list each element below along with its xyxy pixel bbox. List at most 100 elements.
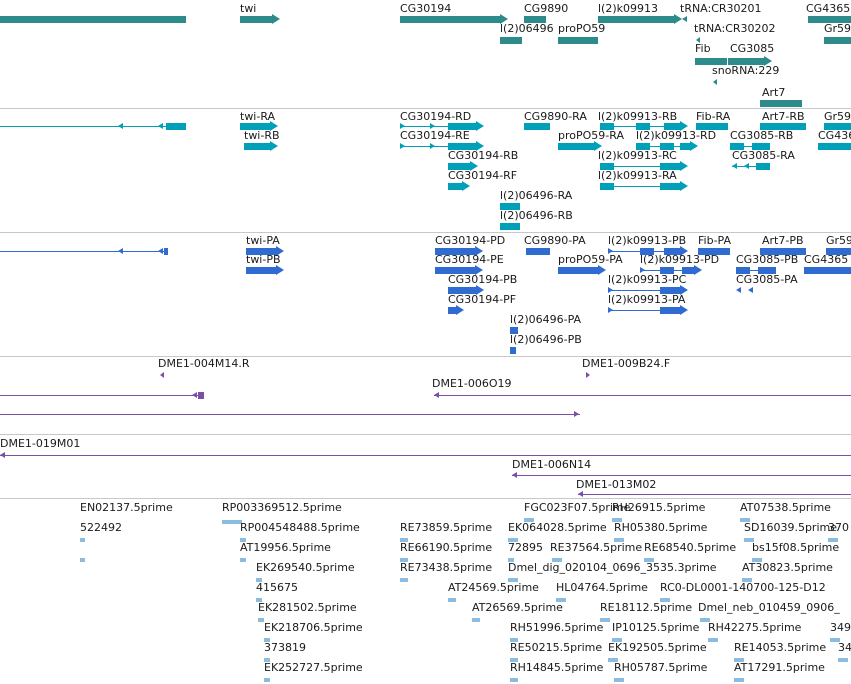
feature-block[interactable] xyxy=(240,123,270,130)
feature-label[interactable]: RE73859.5prime xyxy=(400,521,493,534)
feature-label[interactable]: CG30194-RE xyxy=(400,129,470,142)
feature-label[interactable]: Fib-PA xyxy=(698,234,731,247)
feature-block[interactable] xyxy=(435,267,475,274)
strand-left-arrow-icon[interactable] xyxy=(713,79,717,85)
feature-label[interactable]: RE68540.5prime xyxy=(644,541,737,554)
feature-label[interactable]: 72895 xyxy=(508,541,543,554)
feature-label[interactable]: Gr59 xyxy=(824,110,851,123)
strand-left-arrow-icon[interactable] xyxy=(578,491,583,497)
strand-right-arrow-icon[interactable] xyxy=(400,143,405,149)
feature-label[interactable]: HL04764.5prime xyxy=(556,581,648,594)
feature-block[interactable] xyxy=(600,163,614,170)
feature-block[interactable] xyxy=(660,163,680,170)
feature-label[interactable]: Art7 xyxy=(762,86,786,99)
feature-connector[interactable] xyxy=(0,455,851,456)
feature-block[interactable] xyxy=(448,143,476,150)
feature-block[interactable] xyxy=(448,163,470,170)
feature-block[interactable] xyxy=(246,248,276,255)
feature-block[interactable] xyxy=(264,638,270,642)
strand-left-arrow-icon[interactable] xyxy=(732,163,737,169)
feature-block[interactable] xyxy=(166,123,186,130)
feature-block[interactable] xyxy=(526,248,550,255)
feature-block[interactable] xyxy=(500,203,520,210)
feature-block[interactable] xyxy=(552,558,562,562)
strand-right-arrow-icon[interactable] xyxy=(574,411,579,417)
strand-right-arrow-icon[interactable] xyxy=(270,121,278,131)
feature-block[interactable] xyxy=(698,248,730,255)
feature-label[interactable]: CG4365 xyxy=(804,253,849,266)
feature-label[interactable]: tRNA:CR30201 xyxy=(680,2,762,15)
strand-left-arrow-icon[interactable] xyxy=(160,372,164,378)
feature-block[interactable] xyxy=(448,307,456,314)
feature-label[interactable]: twi-RA xyxy=(240,110,276,123)
feature-label[interactable]: l(2)k09913-PD xyxy=(640,253,720,266)
feature-block[interactable] xyxy=(804,267,851,274)
feature-label[interactable]: DME1-019M01 xyxy=(0,437,81,450)
strand-right-arrow-icon[interactable] xyxy=(764,56,772,66)
strand-left-arrow-icon[interactable] xyxy=(744,163,749,169)
feature-label[interactable]: l(2)06496-PB xyxy=(510,333,582,346)
feature-label[interactable]: l(2)06496-RB xyxy=(500,209,573,222)
feature-connector[interactable] xyxy=(0,395,200,396)
strand-right-arrow-icon[interactable] xyxy=(276,265,284,275)
feature-block[interactable] xyxy=(826,248,851,255)
feature-label[interactable]: l(2)k09913-PA xyxy=(608,293,686,306)
feature-connector[interactable] xyxy=(732,166,770,167)
feature-block[interactable] xyxy=(758,267,776,274)
feature-label[interactable]: EK218706.5prime xyxy=(264,621,363,634)
feature-label[interactable]: CG3085-RB xyxy=(730,129,794,142)
feature-block[interactable] xyxy=(598,16,674,23)
feature-block[interactable] xyxy=(660,287,680,294)
strand-right-arrow-icon[interactable] xyxy=(470,161,478,171)
feature-label[interactable]: Art7-RB xyxy=(762,110,805,123)
feature-connector[interactable] xyxy=(400,146,480,147)
feature-label[interactable]: DME1-013M02 xyxy=(576,478,657,491)
feature-block[interactable] xyxy=(644,558,654,562)
feature-label[interactable]: CG30194-PF xyxy=(448,293,517,306)
strand-right-arrow-icon[interactable] xyxy=(680,121,688,131)
feature-label[interactable]: Dmel_dig_020104_0696_3535.3prime xyxy=(508,561,717,574)
strand-right-arrow-icon[interactable] xyxy=(694,265,702,275)
feature-block[interactable] xyxy=(258,618,264,622)
feature-block[interactable] xyxy=(448,598,456,602)
strand-right-arrow-icon[interactable] xyxy=(430,143,435,149)
feature-block[interactable] xyxy=(524,518,534,522)
feature-connector[interactable] xyxy=(400,126,480,127)
feature-connector[interactable] xyxy=(512,475,851,476)
feature-label[interactable]: EK064028.5prime xyxy=(508,521,607,534)
feature-label[interactable]: EK252727.5prime xyxy=(264,661,363,674)
feature-block[interactable] xyxy=(164,248,168,255)
feature-block[interactable] xyxy=(524,123,550,130)
feature-block[interactable] xyxy=(400,538,408,542)
strand-right-arrow-icon[interactable] xyxy=(476,141,484,151)
feature-label[interactable]: DME1-006N14 xyxy=(512,458,592,471)
feature-label[interactable]: CG30194-RF xyxy=(448,169,518,182)
feature-label[interactable]: EK269540.5prime xyxy=(256,561,355,574)
feature-block[interactable] xyxy=(198,392,204,399)
feature-label[interactable]: AT30823.5prime xyxy=(742,561,833,574)
feature-connector[interactable] xyxy=(434,395,851,396)
feature-label[interactable]: Fib-RA xyxy=(696,110,731,123)
feature-label[interactable]: CG9890-PA xyxy=(524,234,586,247)
feature-block[interactable] xyxy=(660,307,680,314)
feature-block[interactable] xyxy=(524,16,546,23)
feature-block[interactable] xyxy=(734,658,744,662)
strand-left-arrow-icon[interactable] xyxy=(158,248,163,254)
feature-label[interactable]: DME1-006O19 xyxy=(432,377,512,390)
feature-block[interactable] xyxy=(824,123,851,130)
feature-label[interactable]: DME1-004M14.R xyxy=(158,357,250,370)
feature-block[interactable] xyxy=(80,558,85,562)
feature-label[interactable]: CG3085 xyxy=(730,42,775,55)
feature-block[interactable] xyxy=(600,183,614,190)
feature-label[interactable]: AT17291.5prime xyxy=(734,661,825,674)
feature-block[interactable] xyxy=(830,638,840,642)
feature-block[interactable] xyxy=(264,678,270,682)
feature-label[interactable]: RC0-DL0001-140700-125-D12 xyxy=(660,581,826,594)
feature-label[interactable]: Gr59 xyxy=(826,234,851,247)
feature-block[interactable] xyxy=(244,143,270,150)
feature-label[interactable]: DME1-009B24.F xyxy=(582,357,671,370)
feature-label[interactable]: 522492 xyxy=(80,521,122,534)
feature-block[interactable] xyxy=(510,658,518,662)
feature-connector[interactable] xyxy=(608,310,680,311)
